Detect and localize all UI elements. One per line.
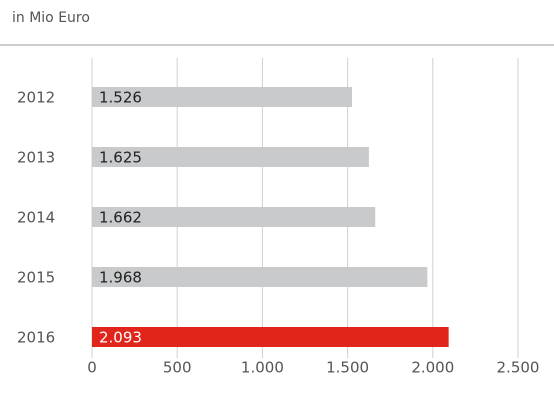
value-label: 1.968	[99, 269, 142, 287]
x-tick-label: 0	[87, 359, 97, 377]
x-tick-label: 1.500	[326, 359, 369, 377]
value-label: 2.093	[99, 329, 142, 347]
chart-subtitle: in Mio Euro	[12, 10, 90, 26]
x-tick-label: 2.000	[411, 359, 454, 377]
bar	[92, 147, 369, 167]
y-tick-label: 2015	[17, 269, 55, 287]
bar	[92, 207, 376, 227]
value-label: 1.662	[99, 209, 142, 227]
x-tick-label: 1.000	[241, 359, 284, 377]
bar	[92, 267, 428, 287]
y-tick-label: 2016	[17, 329, 55, 347]
bar	[92, 87, 353, 107]
y-tick-label: 2013	[17, 149, 55, 167]
bar	[92, 327, 449, 347]
x-tick-label: 500	[163, 359, 192, 377]
value-label: 1.625	[99, 149, 142, 167]
y-tick-label: 2014	[17, 209, 55, 227]
value-label: 1.526	[99, 89, 142, 107]
y-tick-label: 2012	[17, 89, 55, 107]
x-tick-label: 2.500	[497, 359, 540, 377]
